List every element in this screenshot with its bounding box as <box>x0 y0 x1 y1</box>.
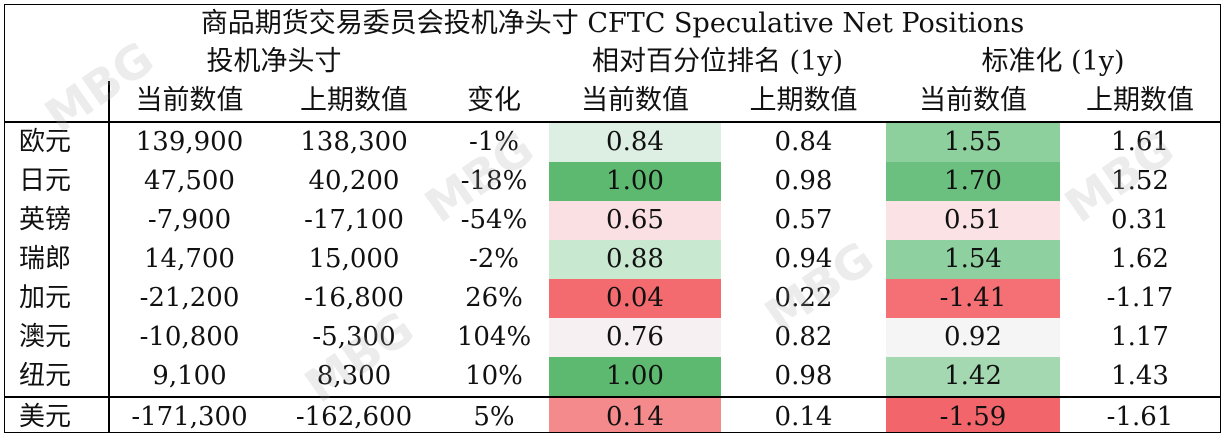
standardized-current: -1.41 <box>886 279 1060 318</box>
positions-table-frame: 商品期货交易委员会投机净头寸 CFTC Speculative Net Posi… <box>4 4 1221 433</box>
table-row: 纽元 9,100 8,300 10% 1.00 0.98 1.42 1.43 <box>5 357 1220 397</box>
table-row: 欧元 139,900 138,300 -1% 0.84 0.84 1.55 1.61 <box>5 122 1220 162</box>
percentile-previous: 0.14 <box>721 396 886 432</box>
standardized-current: -1.59 <box>886 396 1060 432</box>
net-change: 10% <box>465 361 523 391</box>
net-previous-value: 15,000 <box>308 244 400 274</box>
net-previous-value: -162,600 <box>269 396 439 432</box>
percentile-current: 0.76 <box>549 318 721 357</box>
currency-name: 日元 <box>5 162 110 201</box>
currency-name: 瑞郎 <box>5 240 110 279</box>
net-current-value: -21,200 <box>139 283 240 313</box>
table-row: 澳元 -10,800 -5,300 104% 0.76 0.82 0.92 1.17 <box>5 318 1220 357</box>
table-row: 瑞郎 14,700 15,000 -2% 0.88 0.94 1.54 1.62 <box>5 240 1220 279</box>
net-previous-value: 138,300 <box>300 127 408 157</box>
percentile-previous: 0.22 <box>774 283 833 313</box>
net-change: 5% <box>439 396 549 432</box>
net-current-value: -7,900 <box>147 205 232 235</box>
percentile-previous: 0.82 <box>774 322 833 352</box>
percentile-previous: 0.98 <box>774 166 833 196</box>
net-current-value: -171,300 <box>109 396 269 432</box>
table-row: 加元 -21,200 -16,800 26% 0.04 0.22 -1.41 -1.17 <box>5 279 1220 318</box>
standardized-current: 1.54 <box>886 240 1060 279</box>
percentile-current: 1.00 <box>549 162 721 201</box>
net-current-value: 9,100 <box>152 361 227 391</box>
standardized-current: 0.51 <box>886 201 1060 240</box>
standardized-current: 1.70 <box>886 162 1060 201</box>
col-header-pct-previous: 上期数值 <box>721 81 886 123</box>
col-header-change: 变化 <box>439 81 549 123</box>
net-current-value: 14,700 <box>144 244 235 274</box>
percentile-current: 0.65 <box>549 201 721 240</box>
net-previous-value: -5,300 <box>312 322 396 352</box>
net-previous-value: -17,100 <box>304 205 404 235</box>
table-title: 商品期货交易委员会投机净头寸 CFTC Speculative Net Posi… <box>200 8 1025 39</box>
positions-table: 商品期货交易委员会投机净头寸 CFTC Speculative Net Posi… <box>5 5 1220 432</box>
percentile-previous: 0.84 <box>774 127 833 157</box>
standardized-previous: -1.61 <box>1060 396 1220 432</box>
standardized-current: 1.55 <box>886 122 1060 162</box>
net-previous-value: 8,300 <box>316 361 392 391</box>
percentile-current: 0.88 <box>549 240 721 279</box>
col-header-std-previous: 上期数值 <box>1060 81 1220 123</box>
percentile-previous: 0.94 <box>774 244 833 274</box>
percentile-previous: 0.57 <box>774 205 833 235</box>
table-row: 日元 47,500 40,200 -18% 1.00 0.98 1.70 1.52 <box>5 162 1220 201</box>
currency-name: 纽元 <box>5 357 110 397</box>
net-current-value: 139,900 <box>135 127 244 157</box>
standardized-previous: 1.52 <box>1111 166 1169 196</box>
col-header-current: 当前数值 <box>109 81 269 123</box>
table-row: 英镑 -7,900 -17,100 -54% 0.65 0.57 0.51 0.31 <box>5 201 1220 240</box>
percentile-current: 0.84 <box>549 122 721 162</box>
col-header-std-current: 当前数值 <box>886 81 1060 123</box>
group-header-net: 投机净头寸 <box>206 46 342 77</box>
net-change: -1% <box>468 127 520 157</box>
standardized-previous: 1.62 <box>1111 244 1169 274</box>
standardized-previous: 1.61 <box>1111 127 1169 157</box>
table-row: 美元 -171,300 -162,600 5% 0.14 0.14 -1.59 -1.61 <box>5 396 1220 432</box>
net-change: 26% <box>465 283 523 313</box>
percentile-previous: 0.98 <box>774 361 833 391</box>
col-header-pct-current: 当前数值 <box>549 81 721 123</box>
currency-name: 欧元 <box>5 122 110 162</box>
net-change: 104% <box>456 322 532 352</box>
standardized-previous: 1.43 <box>1111 361 1169 391</box>
standardized-previous: 1.17 <box>1111 322 1169 352</box>
col-header-previous: 上期数值 <box>269 81 439 123</box>
net-change: -2% <box>468 244 520 274</box>
group-header-standardized: 标准化 (1y) <box>981 46 1125 77</box>
standardized-current: 1.42 <box>886 357 1060 397</box>
currency-name: 美元 <box>5 396 110 432</box>
standardized-previous: -1.17 <box>1106 283 1174 313</box>
group-header-percentile: 相对百分位排名 (1y) <box>591 46 844 77</box>
net-change: -54% <box>460 205 528 235</box>
net-current-value: 47,500 <box>144 166 235 196</box>
standardized-previous: 0.31 <box>1111 205 1169 235</box>
percentile-current: 0.04 <box>549 279 721 318</box>
net-change: -18% <box>460 166 528 196</box>
percentile-current: 0.14 <box>549 396 721 432</box>
currency-name: 英镑 <box>5 201 110 240</box>
net-previous-value: 40,200 <box>308 166 400 196</box>
net-current-value: -10,800 <box>139 322 240 352</box>
net-previous-value: -16,800 <box>304 283 404 313</box>
standardized-current: 0.92 <box>886 318 1060 357</box>
currency-name: 加元 <box>5 279 110 318</box>
percentile-current: 1.00 <box>549 357 721 397</box>
currency-name: 澳元 <box>5 318 110 357</box>
